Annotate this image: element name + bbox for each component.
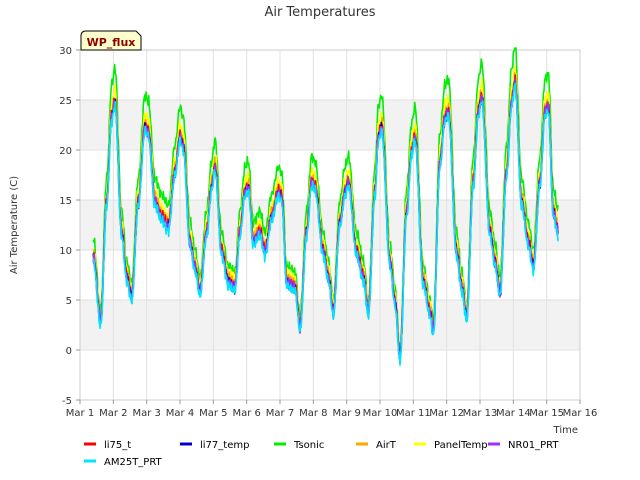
x-tick-label: Mar 13 [463, 408, 498, 419]
plot-frame [79, 49, 581, 401]
y-tick-label: 5 [66, 296, 72, 307]
x-tick-label: Mar 10 [363, 408, 398, 419]
legend-item: AM25T_PRT [84, 457, 163, 468]
legend-label: NR01_PRT [508, 440, 559, 451]
y-axis-title: Air Temperature (C) [9, 176, 20, 274]
x-tick-label: Mar 4 [166, 408, 194, 419]
y-tick-label: 0 [66, 346, 72, 357]
wp-flux-badge: WP_flux [80, 30, 142, 51]
y-tick-label: 30 [59, 46, 72, 57]
chart-title: Air Temperatures [264, 5, 375, 20]
y-tick-label: 25 [59, 96, 72, 107]
x-axis-ticks: Mar 1 Mar 2 Mar 3 Mar 4 Mar 5 Mar 6 Mar 7 Mar 8… [66, 400, 598, 419]
x-tick-label: Mar 8 [299, 408, 327, 419]
x-tick-label: Mar 2 [99, 408, 127, 419]
y-tick-label: 20 [59, 146, 72, 157]
x-tick-label: Mar 15 [529, 408, 564, 419]
plot-background-bands [80, 100, 580, 350]
x-tick-label: Mar 16 [563, 408, 598, 419]
legend-item: PanelTemp [414, 440, 488, 451]
legend-label: li75_t [104, 440, 131, 451]
x-tick-label: Mar 9 [332, 408, 360, 419]
badge-label: WP_flux [87, 36, 136, 49]
legend-label: AirT [376, 440, 397, 451]
series-line-Tsonic [92, 47, 559, 351]
legend-item: li77_temp [180, 440, 249, 451]
x-tick-label: Mar 3 [132, 408, 160, 419]
x-tick-label: Mar 5 [199, 408, 227, 419]
series-line-AM25T_PRT [92, 82, 559, 366]
legend-item: NR01_PRT [488, 440, 559, 451]
y-axis-ticks: -5 0 5 10 15 20 25 30 [59, 46, 80, 407]
legend: li75_t li77_temp Tsonic AirT PanelTemp NR01_P… [84, 440, 559, 468]
x-tick-label: Mar 6 [232, 408, 260, 419]
x-tick-label: Mar 11 [396, 408, 431, 419]
x-tick-label: Mar 1 [66, 408, 94, 419]
legend-label: li77_temp [200, 440, 249, 451]
legend-item: AirT [356, 440, 397, 451]
legend-item: Tsonic [274, 440, 324, 451]
x-axis-title: Time [553, 425, 578, 436]
band [80, 100, 580, 150]
x-tick-label: Mar 12 [429, 408, 464, 419]
band [80, 300, 580, 350]
x-tick-label: Mar 14 [496, 408, 531, 419]
x-tick-label: Mar 7 [266, 408, 294, 419]
y-tick-label: 15 [59, 196, 72, 207]
y-tick-label: 10 [59, 246, 72, 257]
y-tick-label: -5 [62, 396, 72, 407]
legend-item: li75_t [84, 440, 131, 451]
legend-label: AM25T_PRT [104, 457, 163, 468]
legend-label: Tsonic [293, 440, 324, 451]
legend-label: PanelTemp [434, 440, 488, 451]
series-layer [92, 47, 559, 366]
